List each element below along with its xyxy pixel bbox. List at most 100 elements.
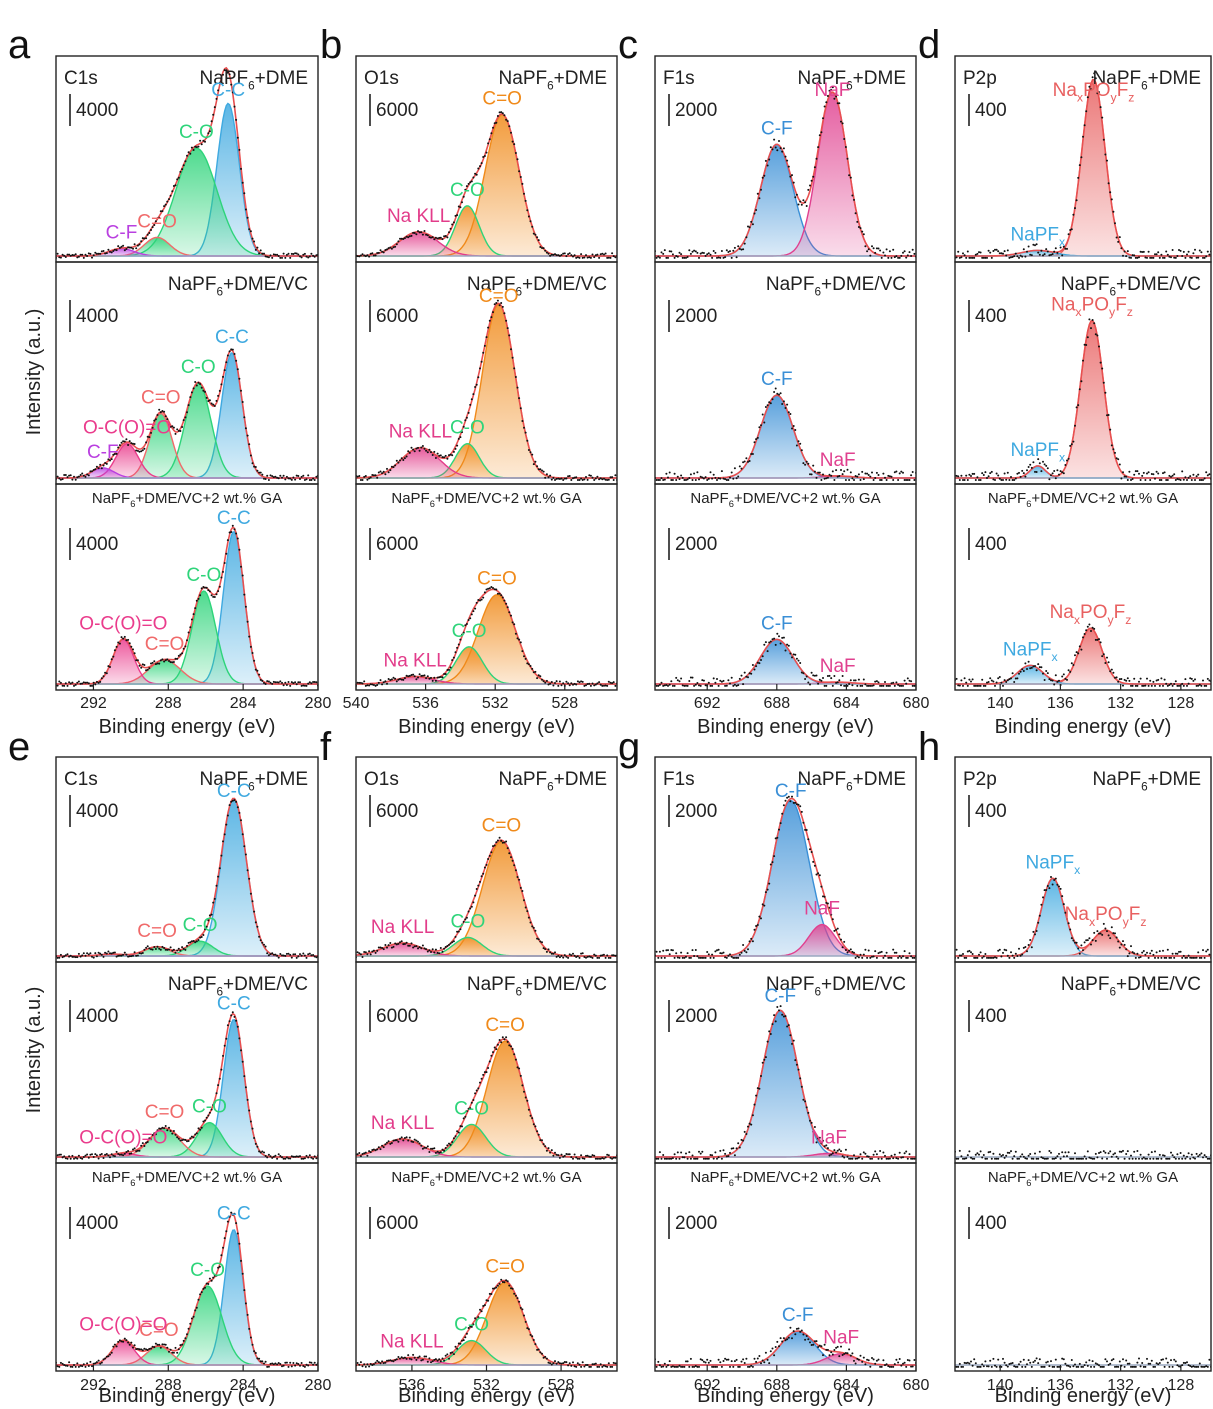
- svg-text:NaPF6+DME/VC: NaPF6+DME/VC: [766, 274, 906, 298]
- peak-label: C-F: [87, 442, 119, 463]
- x-tick-label: 280: [305, 1377, 332, 1394]
- x-axis-label: Binding energy (eV): [398, 716, 575, 738]
- stack-1: NaPF6+DME/VC 400: [954, 961, 1212, 1164]
- peak-label: NaF: [811, 1127, 847, 1148]
- raw-data: [955, 72, 1211, 259]
- raw-data: [56, 69, 318, 259]
- panel-h: h P2p NaPF6+DME 400 NaPFx NaxPOyFz NaPF6+DME/V…: [918, 725, 1212, 1407]
- stack-0: F1s NaPF6+DME 2000 C-F NaF: [654, 55, 917, 263]
- component-O-C(O)=O: [56, 639, 318, 684]
- core-level-label: O1s: [364, 68, 399, 89]
- stack-1: NaPF6+DME/VC 4000 C-C C-O C=O O-C(O)=O: [55, 961, 319, 1164]
- stack-0: O1s NaPF6+DME 6000 C=O C-O Na KLL: [355, 756, 618, 963]
- scale-bar-value: 6000: [376, 801, 418, 822]
- raw-data: [655, 795, 916, 959]
- peak-label: O-C(O)=O: [79, 1127, 167, 1148]
- component-NaPFx: [955, 250, 1211, 256]
- peak-label: Na KLL: [389, 422, 452, 443]
- fit-envelope: [655, 638, 916, 685]
- component-C-F: [56, 248, 318, 256]
- x-tick-label: 688: [763, 1377, 790, 1394]
- scale-bar-value: 6000: [376, 1213, 418, 1234]
- component-C-F: [655, 800, 916, 956]
- x-axis-label: Binding energy (eV): [99, 716, 276, 738]
- x-axis-e: 292 288 284 280 Binding energy (eV): [80, 1365, 331, 1407]
- component-NaxPOyFz: [955, 628, 1211, 684]
- svg-text:NaPF6+DME: NaPF6+DME: [499, 769, 607, 793]
- scale-bar-value: 400: [975, 534, 1007, 555]
- svg-text:NaPF6+DME/VC+2 wt.% GA: NaPF6+DME/VC+2 wt.% GA: [690, 1169, 880, 1188]
- raw-data: [955, 1357, 1211, 1368]
- peak-label: C-F: [782, 1305, 814, 1326]
- peak-label: C=O: [141, 387, 181, 408]
- x-tick-label: 692: [694, 1377, 721, 1394]
- peak-label: C-F: [764, 986, 796, 1007]
- peak-label: Na KLL: [380, 1331, 443, 1352]
- x-tick-label: 680: [903, 1377, 930, 1394]
- raw-data: [356, 299, 617, 481]
- x-tick-label: 288: [155, 1377, 182, 1394]
- peak-label: NaxPOyFz: [1050, 602, 1132, 627]
- x-tick-label: 292: [80, 1377, 107, 1394]
- x-tick-label: 536: [412, 695, 439, 712]
- peak-label: NaPFx: [1010, 440, 1066, 465]
- peak-label: C-O: [450, 180, 485, 201]
- peak-label: C-F: [775, 781, 807, 802]
- component-Na KLL: [356, 1138, 617, 1157]
- component-C=O: [356, 841, 617, 956]
- fit-envelope: [955, 627, 1211, 685]
- peak-label: O-C(O)=O: [79, 1315, 167, 1336]
- stack-0: P2p NaPF6+DME 400 NaPFx NaxPOyFz: [954, 756, 1212, 963]
- x-tick-label: 528: [551, 695, 578, 712]
- scale-bar-value: 400: [975, 1006, 1007, 1027]
- peak-label: C-O: [454, 1315, 489, 1336]
- x-axis-label: Binding energy (eV): [995, 1385, 1172, 1407]
- scale-bar-value: 2000: [675, 1213, 717, 1234]
- component-C=O: [356, 1041, 617, 1157]
- x-tick-label: 684: [833, 1377, 860, 1394]
- x-axis-b: 540 536 532 528 Binding energy (eV): [343, 684, 578, 738]
- core-level-label: F1s: [663, 769, 695, 790]
- component-NaF: [655, 92, 916, 257]
- scale-bar-value: 400: [975, 1213, 1007, 1234]
- component-C=O: [356, 304, 617, 478]
- raw-data: [955, 318, 1211, 481]
- component-C=O: [356, 1282, 617, 1365]
- peak-label: C-C: [211, 80, 245, 101]
- raw-data: [356, 1278, 617, 1368]
- peak-label: NaxPOyFz: [1053, 80, 1135, 105]
- peak-label: NaF: [820, 656, 856, 677]
- svg-text:NaPF6+DME/VC: NaPF6+DME/VC: [1061, 974, 1201, 998]
- panel-letter: b: [320, 23, 342, 67]
- component-C=O: [356, 114, 617, 256]
- raw-data: [56, 1011, 318, 1160]
- panel-c: c F1s NaPF6+DME 2000 C-F NaF NaPF6+DME/VC 2000 C…: [618, 23, 929, 738]
- peak-label: NaF: [815, 80, 851, 101]
- component-C-O: [356, 1340, 617, 1365]
- fit-envelope: [655, 394, 916, 479]
- stack-0: F1s NaPF6+DME 2000 C-F NaF: [654, 756, 917, 963]
- component-C-F: [655, 1331, 916, 1365]
- fit-envelope: [955, 319, 1211, 479]
- fit-envelope: [655, 1330, 916, 1366]
- scale-bar-value: 6000: [376, 1006, 418, 1027]
- stack-1: NaPF6+DME/VC 6000 C=O C-O Na KLL: [355, 961, 618, 1164]
- peak-label: C-O: [183, 915, 218, 936]
- component-Na KLL: [356, 943, 617, 956]
- scale-bar-value: 400: [975, 100, 1007, 121]
- raw-data: [56, 348, 318, 481]
- component-NaxPOyFz: [955, 320, 1211, 478]
- scale-bar-value: 2000: [675, 100, 717, 121]
- svg-text:NaPF6+DME/VC+2 wt.% GA: NaPF6+DME/VC+2 wt.% GA: [391, 490, 581, 509]
- peak-label: C-O: [190, 1260, 225, 1281]
- peak-label: NaxPOyFz: [1051, 294, 1133, 319]
- peak-label: O-C(O)=O: [79, 613, 167, 634]
- peak-label: C-O: [452, 621, 487, 642]
- stack-0: C1s NaPF6+DME 4000 C-C C-O C=O: [55, 756, 319, 963]
- raw-data: [655, 387, 916, 481]
- component-C=O: [56, 1128, 318, 1157]
- x-axis-label: Binding energy (eV): [697, 716, 874, 738]
